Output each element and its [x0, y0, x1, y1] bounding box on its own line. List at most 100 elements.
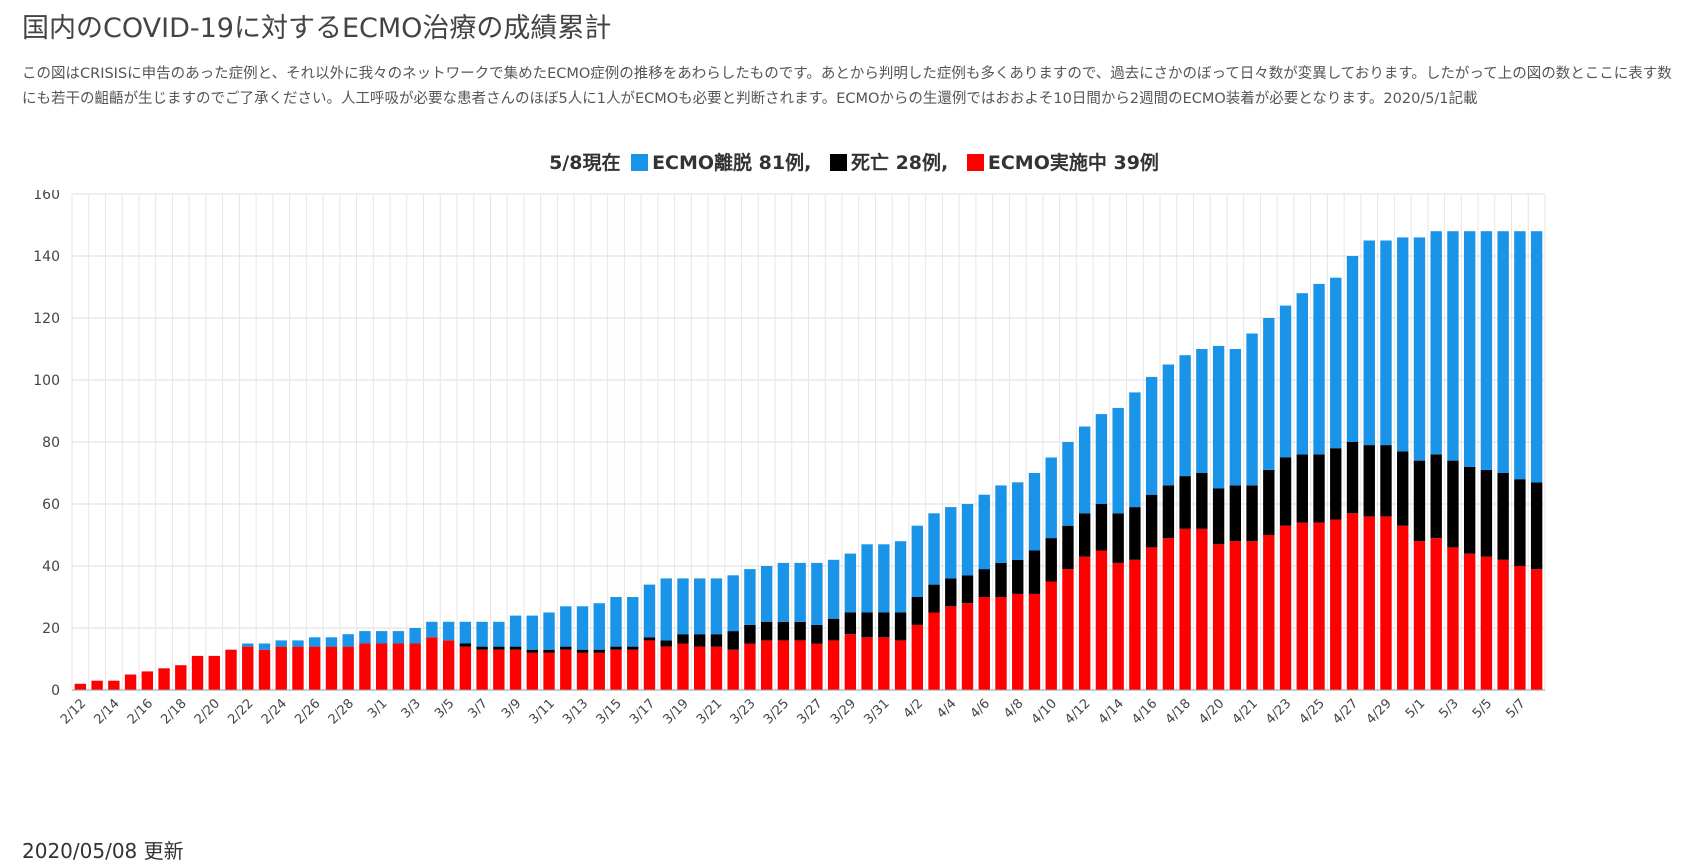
summary-weaned: ECMO離脱 81例 — [652, 152, 805, 174]
bar-segment — [476, 646, 488, 650]
bar-segment — [560, 649, 572, 690]
x-tick-label: 3/15 — [594, 696, 625, 727]
bar-segment — [1112, 513, 1124, 563]
summary-separator-1: , — [804, 152, 812, 174]
bar-segment — [459, 646, 472, 690]
bar-segment — [1012, 559, 1024, 594]
bar-segment — [610, 597, 622, 647]
y-tick-label: 120 — [33, 311, 60, 327]
bar-segment — [1447, 231, 1459, 461]
bar-segment — [1530, 569, 1543, 690]
y-tick-label: 40 — [42, 559, 60, 575]
bar-segment — [124, 674, 137, 690]
bar-segment — [627, 646, 639, 650]
x-tick-label: 3/21 — [694, 696, 725, 727]
bar-segment — [894, 541, 907, 613]
y-tick-label: 140 — [33, 249, 60, 265]
bar-segment — [191, 655, 204, 690]
bar-segment — [1028, 550, 1041, 594]
bar-segment — [610, 646, 622, 650]
x-tick-label: 4/12 — [1062, 696, 1093, 727]
bar-segment — [811, 624, 823, 644]
bar-segment — [1413, 237, 1426, 461]
bar-segment — [911, 624, 923, 690]
x-tick-label: 5/7 — [1503, 696, 1528, 721]
bar-segment — [961, 575, 974, 604]
bar-segment — [995, 485, 1007, 563]
bar-segment — [744, 569, 756, 625]
bar-segment — [744, 624, 756, 644]
x-tick-label: 2/26 — [292, 696, 323, 727]
bar-segment — [375, 643, 388, 690]
bar-segment — [827, 559, 840, 619]
bar-segment — [442, 621, 455, 641]
bar-segment — [1346, 442, 1359, 514]
bar-segment — [1212, 544, 1225, 690]
bar-segment — [258, 643, 271, 650]
bar-segment — [1430, 231, 1442, 455]
bar-segment — [1363, 240, 1375, 446]
bar-segment — [660, 646, 672, 690]
bar-segment — [861, 637, 873, 690]
bar-segment — [1078, 556, 1091, 690]
bar-segment — [1530, 482, 1543, 570]
x-tick-label: 4/18 — [1163, 696, 1194, 727]
bar-segment — [794, 621, 806, 641]
bar-segment — [359, 631, 371, 644]
bar-segment — [1497, 473, 1509, 560]
bar-segment — [1380, 516, 1392, 690]
x-tick-label: 3/31 — [861, 696, 892, 727]
bar-segment — [777, 621, 790, 641]
bar-segment — [1447, 547, 1459, 690]
bar-segment — [1463, 231, 1476, 467]
bar-segment — [493, 621, 505, 647]
bar-segment — [1212, 345, 1225, 489]
y-tick-label: 80 — [42, 435, 60, 451]
summary-date: 5/8現在 — [549, 152, 621, 174]
bar-segment — [811, 562, 823, 625]
x-tick-label: 3/17 — [627, 696, 658, 727]
bar-segment — [1346, 513, 1359, 690]
bar-segment — [1463, 553, 1476, 690]
bar-segment — [928, 584, 940, 613]
bar-segment — [1397, 525, 1409, 690]
bar-segment — [91, 680, 103, 690]
bar-segment — [1196, 349, 1208, 473]
ongoing-legend-swatch — [966, 154, 984, 171]
bar-segment — [677, 634, 689, 644]
x-tick-label: 4/4 — [934, 696, 959, 721]
bar-segment — [1162, 485, 1175, 539]
bar-segment — [576, 606, 589, 650]
x-tick-label: 2/18 — [158, 696, 189, 727]
bar-segment — [827, 618, 840, 641]
bar-segment — [1229, 349, 1242, 486]
x-tick-label: 2/24 — [259, 696, 290, 727]
bar-segment — [1246, 333, 1258, 486]
x-tick-label: 3/11 — [527, 696, 558, 727]
x-tick-label: 3/19 — [661, 696, 692, 727]
bar-segment — [727, 575, 739, 632]
bar-segment — [1463, 466, 1476, 554]
bar-segment — [1229, 485, 1242, 542]
bar-segment — [1296, 293, 1308, 455]
bar-segment — [342, 646, 354, 690]
bar-segment — [760, 621, 773, 641]
bar-segment — [1112, 407, 1124, 514]
bar-segment — [995, 562, 1007, 597]
bar-segment — [1313, 283, 1325, 455]
bar-segment — [1212, 488, 1225, 545]
x-tick-label: 4/25 — [1297, 696, 1328, 727]
bar-segment — [1045, 457, 1057, 539]
bar-segment — [426, 621, 438, 638]
bar-segment — [1062, 442, 1074, 526]
x-tick-label: 2/12 — [58, 696, 89, 727]
bar-segment — [660, 578, 672, 641]
bar-segment — [375, 631, 388, 644]
bar-segment — [426, 637, 438, 690]
bar-segment — [242, 646, 254, 690]
bar-segment — [1279, 457, 1292, 526]
bar-segment — [543, 612, 555, 650]
bar-segment — [292, 646, 304, 690]
bar-segment — [1196, 528, 1208, 690]
